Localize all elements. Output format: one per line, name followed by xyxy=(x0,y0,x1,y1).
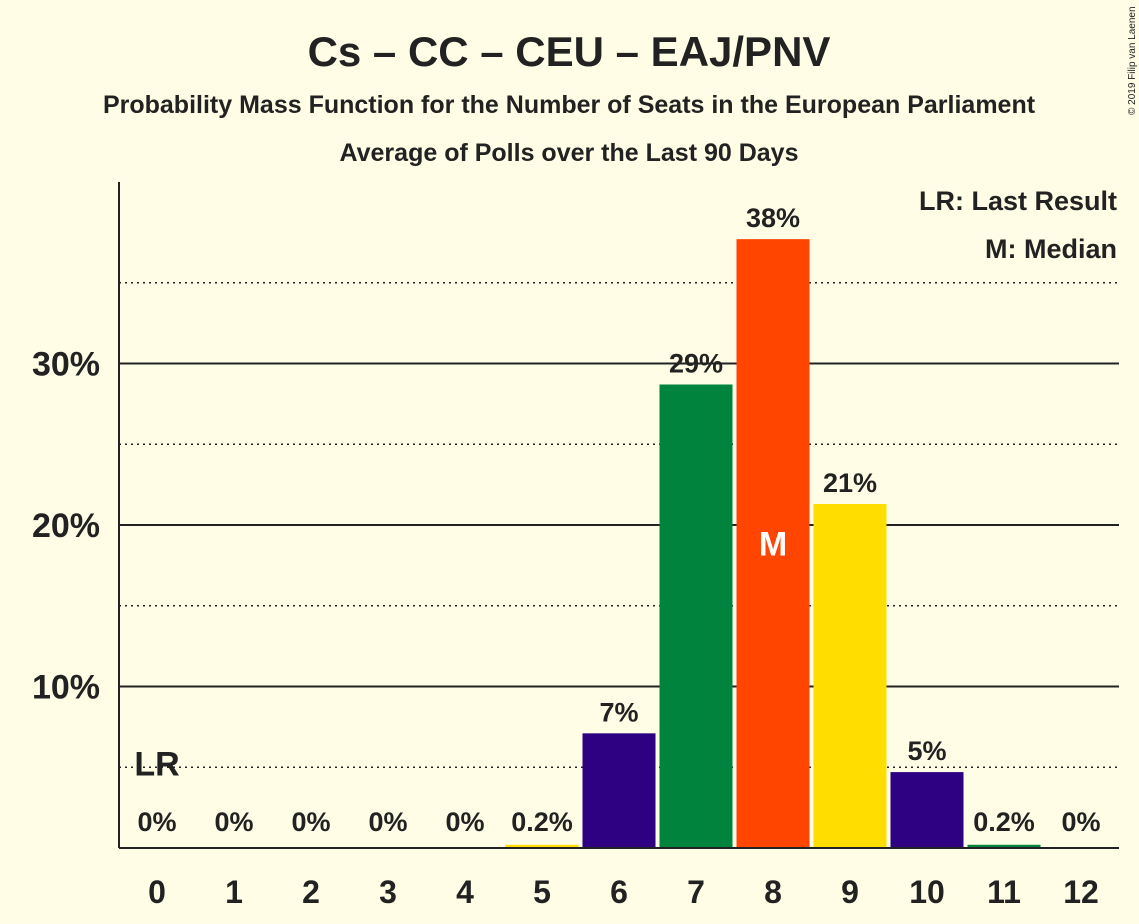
data-label-seat-10: 5% xyxy=(907,736,946,766)
x-tick-label: 0 xyxy=(148,874,166,910)
data-labels: 0% 0% 0% 0% 0% 0.2% 7% 29% 38% 21% 5% 0.2% 0% M LR xyxy=(134,203,1100,837)
data-label-seat-3: 0% xyxy=(368,807,407,837)
legend-median: M: Median xyxy=(985,234,1117,264)
bar-seat-7 xyxy=(659,384,733,848)
x-tick-label: 5 xyxy=(533,874,551,910)
chart-subtitle-polls: Average of Polls over the Last 90 Days xyxy=(340,139,799,167)
x-tick-label: 2 xyxy=(302,874,320,910)
data-label-seat-6: 7% xyxy=(599,697,638,727)
x-tick-label: 6 xyxy=(610,874,628,910)
x-tick-label: 12 xyxy=(1063,874,1099,910)
x-tick-label: 9 xyxy=(841,874,859,910)
data-label-seat-9: 21% xyxy=(823,468,877,498)
y-tick-label: 20% xyxy=(32,507,100,545)
data-label-seat-8: 38% xyxy=(746,203,800,233)
gridlines xyxy=(119,282,1119,768)
bar-seat-6 xyxy=(582,733,656,848)
bar-seat-8 xyxy=(736,239,810,848)
y-tick-label: 10% xyxy=(32,669,100,707)
x-tick-label: 1 xyxy=(225,874,243,910)
axes: 10%20%30%0 1 2 3 4 5 6 7 8 9 10 11 12 xyxy=(32,182,1119,910)
x-tick-label: 8 xyxy=(764,874,782,910)
y-tick-label: 30% xyxy=(32,346,100,384)
x-tick-label: 10 xyxy=(909,874,945,910)
x-tick-label: 4 xyxy=(456,874,474,910)
median-marker: M xyxy=(759,526,787,564)
chart-subtitle: Probability Mass Function for the Number… xyxy=(103,91,1036,119)
data-label-seat-12: 0% xyxy=(1061,807,1100,837)
bar-seat-11 xyxy=(967,844,1041,848)
x-tick-label: 7 xyxy=(687,874,705,910)
data-label-seat-0: 0% xyxy=(137,807,176,837)
data-label-seat-11: 0.2% xyxy=(973,807,1035,837)
chart-title: Cs – CC – CEU – EAJ/PNV xyxy=(308,28,831,75)
last-result-marker: LR xyxy=(134,745,179,783)
data-label-seat-1: 0% xyxy=(214,807,253,837)
legend-last-result: LR: Last Result xyxy=(919,186,1117,216)
copyright-notice: © 2019 Filip van Laenen xyxy=(1127,6,1138,115)
bar-seat-9 xyxy=(813,504,887,848)
data-label-seat-5: 0.2% xyxy=(511,807,573,837)
x-tick-label: 3 xyxy=(379,874,397,910)
bar-seat-5 xyxy=(505,844,579,848)
data-label-seat-4: 0% xyxy=(445,807,484,837)
bars xyxy=(505,239,1041,848)
x-tick-label: 11 xyxy=(987,874,1021,910)
data-label-seat-7: 29% xyxy=(669,348,723,378)
bar-seat-10 xyxy=(890,772,964,848)
data-label-seat-2: 0% xyxy=(291,807,330,837)
